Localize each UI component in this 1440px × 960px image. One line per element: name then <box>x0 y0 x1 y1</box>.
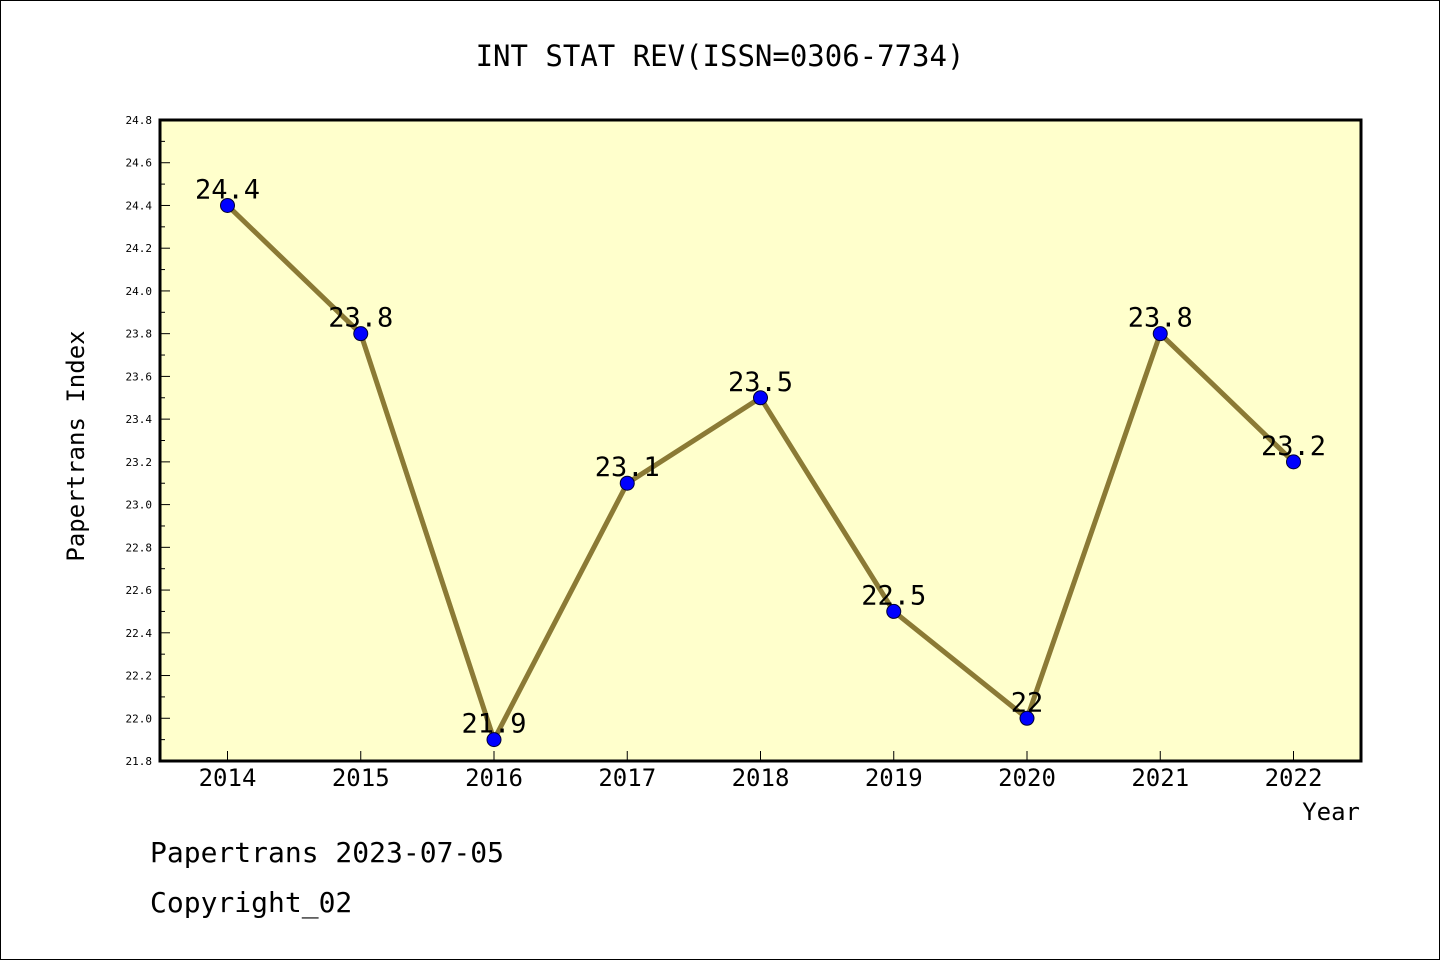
data-label: 23.8 <box>328 303 393 334</box>
x-tick-label: 2020 <box>998 764 1056 792</box>
x-axis: 2014 2015 2016 2017 2018 2019 2020 2021 2022 <box>199 751 1323 792</box>
data-labels: 24.4 23.8 21.9 23.1 23.5 22.5 22 23.8 23.2 <box>195 174 1326 739</box>
data-point <box>619 475 635 491</box>
data-label: 23.1 <box>595 452 660 483</box>
data-label: 21.9 <box>461 709 526 740</box>
footer-copyright: Copyright_02 <box>150 886 353 919</box>
plot-area <box>158 118 1363 763</box>
data-point <box>886 603 902 619</box>
data-point <box>1019 710 1035 726</box>
y-tick-label: 24.2 <box>126 242 153 255</box>
x-tick-label: 2015 <box>332 764 390 792</box>
y-tick-label: 24.0 <box>126 285 153 298</box>
y-tick-label: 22.8 <box>126 541 153 554</box>
x-tick-label: 2017 <box>598 764 656 792</box>
y-tick-label: 24.6 <box>126 157 153 170</box>
y-axis: 21.8 22.0 22.2 22.4 22.6 22.8 23.0 23.2 23.4 23.6… <box>126 114 170 768</box>
y-tick-label: 22.4 <box>126 627 153 640</box>
data-point <box>353 326 369 342</box>
data-label: 23.8 <box>1128 303 1193 334</box>
y-axis-label: Papertrans Index <box>62 330 90 561</box>
y-tick-label: 23.0 <box>126 499 153 512</box>
y-tick-label: 22.0 <box>126 712 153 725</box>
y-tick-label: 24.8 <box>126 114 153 127</box>
y-tick-label: 24.4 <box>126 199 153 212</box>
x-tick-label: 2019 <box>865 764 923 792</box>
x-tick-label: 2021 <box>1131 764 1189 792</box>
x-axis-label: Year <box>1302 798 1360 826</box>
data-point <box>486 732 502 748</box>
y-tick-label: 23.8 <box>126 328 153 341</box>
y-tick-label: 23.2 <box>126 456 153 469</box>
data-point <box>753 390 768 406</box>
y-tick-label: 23.6 <box>126 370 153 383</box>
data-label: 23.2 <box>1261 431 1326 462</box>
x-tick-label: 2018 <box>732 764 790 792</box>
data-point <box>220 197 235 213</box>
x-tick-label: 2014 <box>199 764 257 792</box>
chart-title: INT STAT REV(ISSN=0306-7734) <box>476 39 965 73</box>
footer-date: Papertrans 2023-07-05 <box>150 836 505 869</box>
y-tick-label: 21.8 <box>126 755 153 768</box>
data-label: 24.4 <box>195 174 260 205</box>
data-point <box>1286 454 1301 470</box>
series-markers <box>220 197 1301 748</box>
x-tick-label: 2016 <box>465 764 523 792</box>
data-label: 22.5 <box>861 580 926 611</box>
data-point <box>1152 326 1168 342</box>
x-tick-label: 2022 <box>1265 764 1323 792</box>
data-label: 22 <box>1011 687 1044 718</box>
y-tick-label: 23.4 <box>126 413 153 426</box>
y-tick-label: 22.6 <box>126 584 153 597</box>
data-label: 23.5 <box>728 367 793 398</box>
y-tick-label: 22.2 <box>126 670 153 683</box>
